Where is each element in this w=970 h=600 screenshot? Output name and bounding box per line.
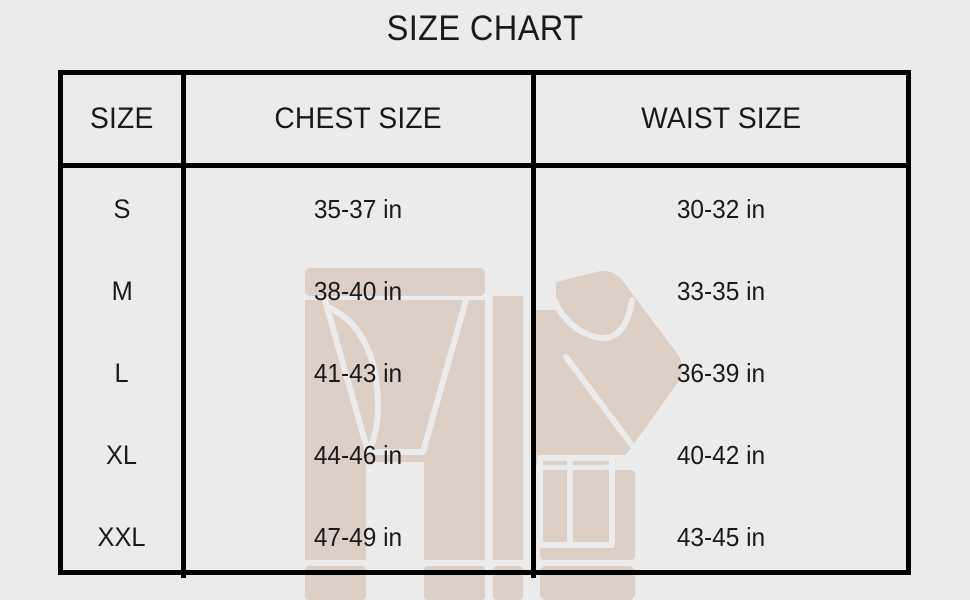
column-header-size-label: SIZE	[90, 102, 154, 135]
cell-waist-value: 36-39 in	[676, 357, 765, 388]
cell-size-value: S	[113, 193, 131, 224]
cell-waist-value: 30-32 in	[676, 193, 765, 224]
cell-waist: 43-45 in	[530, 496, 906, 578]
cell-size: XXL	[63, 496, 183, 578]
cell-chest-value: 41-43 in	[313, 357, 403, 388]
table-header-row: SIZE CHEST SIZE WAIST SIZE	[63, 75, 906, 168]
cell-waist-value: 43-45 in	[676, 521, 765, 552]
size-chart-table-container: SIZE CHEST SIZE WAIST SIZE S 35-	[58, 70, 911, 578]
cell-chest-value: 44-46 in	[313, 439, 403, 470]
cell-chest-value: 47-49 in	[313, 521, 403, 552]
cell-waist-value: 40-42 in	[676, 439, 765, 470]
cell-chest-value: 38-40 in	[313, 275, 403, 306]
cell-size-value: L	[114, 357, 129, 388]
table-header: SIZE CHEST SIZE WAIST SIZE	[63, 75, 906, 168]
table-body: S 35-37 in 30-32 in M 38-40 in	[63, 165, 906, 578]
cell-size-value: M	[111, 275, 133, 306]
column-header-waist: WAIST SIZE	[530, 75, 906, 168]
cell-size: S	[63, 166, 183, 251]
cell-size: M	[63, 250, 183, 332]
table-row: M 38-40 in 33-35 in	[63, 250, 906, 332]
cell-size-value: XL	[106, 439, 138, 470]
column-header-waist-label: WAIST SIZE	[640, 102, 801, 135]
column-header-size: SIZE	[63, 75, 183, 168]
table-row: L 41-43 in 36-39 in	[63, 332, 906, 414]
cell-chest-value: 35-37 in	[313, 193, 403, 224]
cell-waist-value: 33-35 in	[676, 275, 765, 306]
cell-chest: 47-49 in	[180, 496, 533, 578]
cell-chest: 35-37 in	[180, 165, 533, 250]
table-row: S 35-37 in 30-32 in	[63, 165, 906, 251]
cell-waist: 30-32 in	[530, 165, 906, 250]
size-chart-table: SIZE CHEST SIZE WAIST SIZE S 35-	[63, 75, 906, 578]
page-title: SIZE CHART	[386, 9, 584, 48]
cell-chest: 41-43 in	[180, 332, 533, 414]
column-header-chest: CHEST SIZE	[180, 75, 533, 168]
table-row: XXL 47-49 in 43-45 in	[63, 496, 906, 578]
cell-size: XL	[63, 414, 183, 496]
cell-chest: 38-40 in	[180, 250, 533, 332]
table-row: XL 44-46 in 40-42 in	[63, 414, 906, 496]
cell-waist: 33-35 in	[530, 250, 906, 332]
cell-chest: 44-46 in	[180, 414, 533, 496]
cell-waist: 40-42 in	[530, 414, 906, 496]
cell-size-value: XXL	[97, 521, 146, 552]
cell-size: L	[63, 332, 183, 414]
cell-waist: 36-39 in	[530, 332, 906, 414]
column-header-chest-label: CHEST SIZE	[274, 102, 442, 135]
